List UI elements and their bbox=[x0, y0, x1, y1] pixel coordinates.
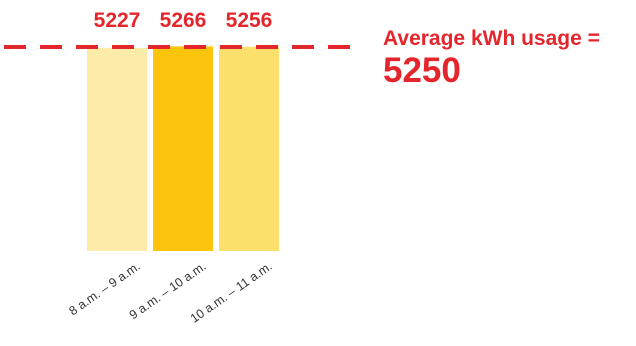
value-label-2: 5266 bbox=[160, 9, 207, 32]
bar-1 bbox=[87, 47, 147, 251]
category-labels-group: 8 a.m. – 9 a.m.9 a.m. – 10 a.m.10 a.m. –… bbox=[66, 259, 274, 326]
average-annotation: Average kWh usage = 5250 bbox=[383, 28, 600, 88]
value-labels-group: 5227 5266 5256 bbox=[94, 9, 273, 32]
value-label-3: 5256 bbox=[226, 9, 273, 32]
average-label: Average kWh usage = bbox=[383, 27, 600, 50]
average-value: 5250 bbox=[383, 51, 461, 90]
bar-3 bbox=[219, 46, 279, 251]
bars-group bbox=[87, 46, 279, 251]
value-label-1: 5227 bbox=[94, 9, 141, 32]
bar-2 bbox=[153, 46, 213, 251]
